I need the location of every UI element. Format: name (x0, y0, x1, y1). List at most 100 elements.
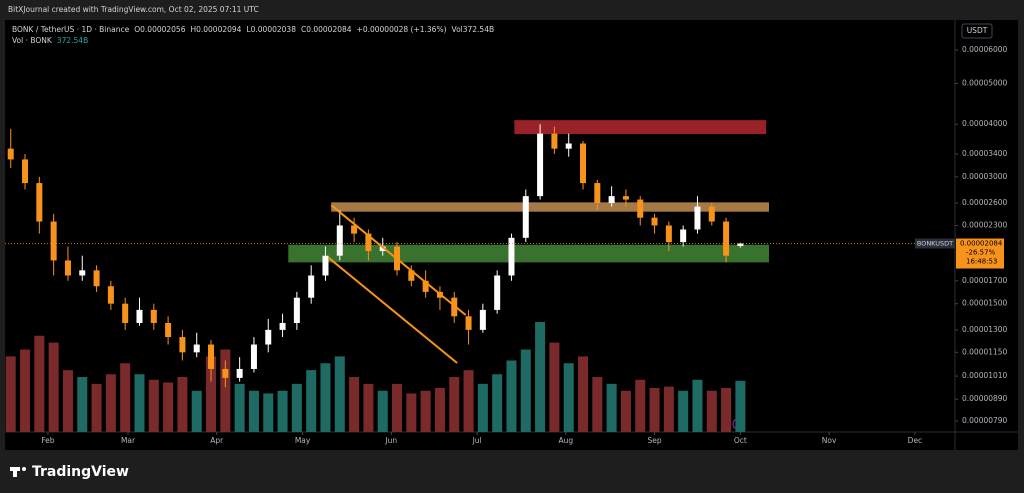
legend-item: O0.00002056 (134, 25, 185, 34)
x-tick-label: Oct (734, 436, 747, 445)
candle-body (107, 286, 114, 304)
logo-mark (13, 467, 17, 477)
candle-body (694, 206, 701, 230)
candle-body (379, 246, 386, 252)
candle-body (351, 225, 358, 234)
volume-bar (220, 349, 231, 432)
unit-box (961, 23, 993, 39)
y-tick-label: 0.00006000 (962, 45, 1008, 54)
volume-bar (134, 374, 145, 432)
y-axis-unit: USDT (967, 26, 988, 35)
candle-body (279, 322, 286, 330)
x-tick-label: Jun (384, 436, 397, 445)
volume-bar (449, 377, 460, 432)
volume-bar (234, 383, 245, 432)
x-tick-label: Jul (472, 436, 482, 445)
volume-bar (105, 374, 116, 432)
volume-bar (163, 382, 174, 432)
candle-body (422, 280, 429, 292)
volume-bar (663, 386, 674, 432)
candle-body (651, 217, 658, 226)
candle-body (537, 133, 544, 197)
volume-bar (463, 370, 474, 432)
volume-bar (649, 388, 660, 432)
brand: TradingView (32, 464, 129, 480)
y-tick-label: 0.00003400 (962, 149, 1008, 158)
volume-bar (277, 390, 288, 432)
volume-bar (506, 360, 517, 432)
legend-item: L0.00002038 (246, 25, 296, 34)
volume-bar (535, 322, 546, 432)
candle-body (708, 206, 715, 222)
x-tick-label: Mar (121, 436, 136, 445)
candle-body (737, 243, 744, 247)
zone (331, 202, 770, 212)
candle-body (265, 329, 272, 345)
volume-bar (191, 390, 202, 432)
volume-bar (349, 377, 360, 432)
candle-body (522, 196, 529, 238)
volume-bar (206, 356, 217, 432)
zone (288, 244, 770, 263)
candle-body (165, 322, 172, 338)
volume-bar (91, 383, 102, 432)
volume-bar (592, 377, 603, 432)
volume-bar (563, 363, 574, 432)
x-tick-label: Nov (822, 436, 837, 445)
volume-bar (420, 390, 431, 432)
volume-bar (477, 383, 488, 432)
candle-body (665, 225, 672, 243)
volume-bar (5, 356, 16, 432)
volume-bar (120, 363, 131, 432)
candle-body (336, 225, 343, 256)
volume-bar (692, 379, 703, 432)
y-tick-label: 0.00002300 (962, 220, 1008, 229)
volume-legend: 372.54B (57, 36, 88, 45)
volume-bar (721, 388, 732, 432)
volume-bar (291, 383, 302, 432)
candle-body (723, 221, 730, 256)
volume-bar (549, 342, 560, 432)
volume-bar (492, 374, 503, 432)
candle-body (208, 344, 215, 369)
candle-body (36, 183, 43, 222)
candle-body (179, 337, 186, 353)
volume-bar (706, 390, 717, 432)
volume-bar (434, 388, 445, 432)
price-box (956, 238, 1004, 269)
candle-body (136, 309, 143, 323)
candle-body (293, 297, 300, 323)
candle-body (222, 368, 229, 378)
volume-bar (334, 356, 345, 432)
candle-body (608, 196, 615, 204)
y-tick-label: 0.00005000 (962, 78, 1008, 87)
candle-body (465, 316, 472, 330)
candle-body (22, 159, 29, 184)
x-tick-label: Feb (41, 436, 55, 445)
y-tick-label: 0.00001150 (962, 347, 1008, 356)
candle-body (680, 229, 687, 243)
volume-bar (248, 390, 259, 432)
candle-body (508, 237, 515, 276)
candle-body (451, 297, 458, 317)
y-tick-label: 0.00001010 (962, 371, 1008, 380)
y-tick-label: 0.00000790 (962, 416, 1008, 425)
candle-body (365, 233, 372, 252)
volume-bar (263, 393, 274, 432)
watermark: BitXJournal created with TradingView.com… (8, 5, 259, 14)
candle-body (594, 183, 601, 204)
volume-bar (735, 380, 746, 432)
candle-body (250, 344, 257, 369)
volume-bar (606, 383, 617, 432)
volume-bar (363, 383, 374, 432)
candle-body (308, 275, 315, 298)
legend-item: H0.00002094 (190, 25, 241, 34)
volume-bar (306, 370, 317, 432)
candle-body (565, 143, 572, 149)
candle-body (193, 344, 200, 353)
volume-bar (320, 363, 331, 432)
volume-bar (77, 377, 88, 432)
x-tick-label: Aug (559, 436, 574, 445)
volume-bar (406, 393, 417, 432)
